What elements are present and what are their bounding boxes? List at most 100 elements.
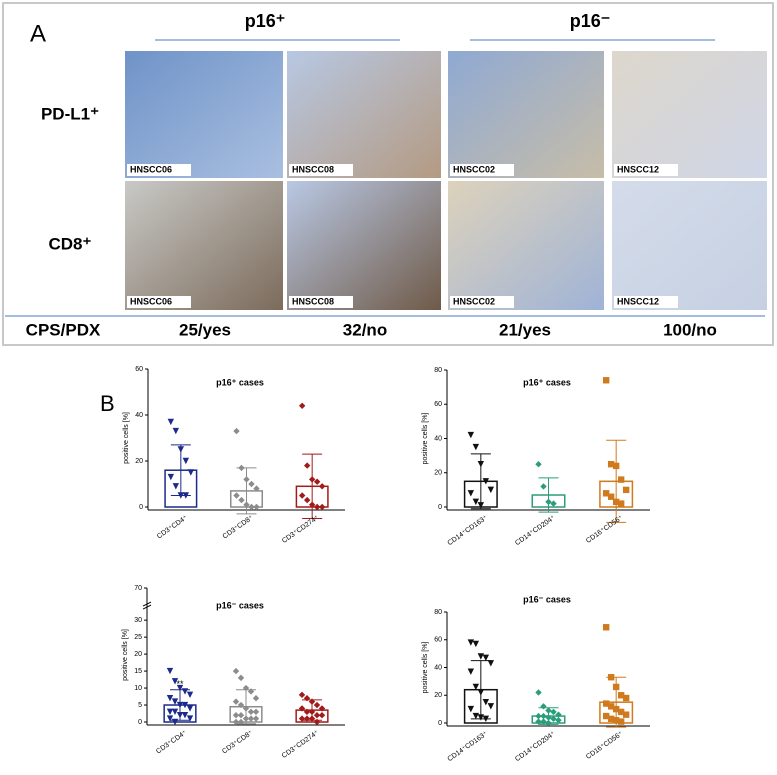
x-tick-label: CD14⁺CD163⁺	[446, 514, 489, 547]
image-label-box	[127, 296, 191, 308]
chart-title: p16⁺ cases	[216, 377, 264, 387]
image-label: HNSCC08	[292, 296, 334, 306]
y-tick-label: 60	[434, 401, 442, 408]
data-point	[535, 689, 542, 696]
data-point	[232, 718, 240, 726]
data-point	[535, 712, 542, 720]
data-point	[313, 712, 321, 719]
image-label: HNSCC12	[617, 164, 659, 174]
data-point	[298, 715, 306, 722]
data-point	[622, 694, 630, 702]
data-point	[171, 718, 179, 726]
data-point	[622, 711, 630, 718]
x-tick-label: CD3⁺CD274⁺	[281, 729, 321, 760]
data-point	[545, 714, 552, 721]
data-point	[612, 683, 620, 691]
data-point	[607, 715, 615, 723]
data-point	[550, 715, 557, 723]
data-point	[166, 715, 174, 722]
y-tick-label: 20	[434, 470, 442, 477]
y-tick-label: 0	[438, 504, 442, 511]
data-point	[313, 701, 321, 709]
data-point	[482, 715, 490, 723]
data-point	[308, 708, 316, 716]
micrograph	[125, 181, 283, 310]
chart-title: p16⁻ cases	[523, 594, 571, 604]
error-bar	[606, 439, 627, 523]
data-point	[467, 490, 475, 497]
y-tick-label: 20	[134, 651, 142, 658]
data-point	[171, 678, 179, 685]
y-axis-label: positive cells [%]	[122, 629, 129, 681]
image-label: HNSCC02	[453, 164, 495, 174]
panel-label: A	[30, 20, 46, 47]
data-point	[612, 705, 620, 713]
image-label: HNSCC06	[130, 164, 172, 174]
data-point	[166, 708, 174, 716]
data-point	[248, 480, 255, 488]
data-point	[602, 377, 610, 384]
data-point	[318, 503, 326, 511]
y-tick-label: 15	[134, 668, 142, 675]
data-point	[535, 718, 542, 725]
data-point	[472, 443, 480, 451]
data-point	[477, 653, 485, 660]
data-point	[238, 496, 245, 504]
y-tick-label: 80	[434, 609, 442, 616]
data-point	[602, 712, 610, 720]
data-point	[247, 708, 255, 716]
data-point	[176, 701, 184, 709]
footer-value: 32/no	[343, 320, 387, 339]
y-tick-label: 0	[139, 504, 143, 511]
data-point	[612, 498, 620, 506]
data-point	[467, 668, 475, 675]
column-header: p16⁺	[245, 11, 286, 31]
data-point	[477, 502, 485, 509]
micrograph	[287, 51, 441, 178]
data-point	[617, 476, 625, 483]
data-point	[602, 700, 610, 707]
data-point	[253, 503, 260, 511]
data-point	[313, 718, 321, 726]
data-point	[540, 712, 547, 720]
data-point	[303, 715, 311, 722]
data-point	[540, 703, 547, 710]
data-point	[172, 427, 180, 435]
y-tick-label: 20	[434, 692, 442, 699]
data-point	[242, 705, 250, 712]
data-point	[467, 639, 475, 646]
data-point	[177, 446, 185, 453]
row-label: CD8⁺	[49, 234, 92, 253]
y-tick-label: 40	[434, 435, 442, 442]
data-point	[243, 501, 250, 508]
row-label: PD-L1⁺	[41, 104, 99, 123]
data-point	[187, 469, 195, 476]
data-point	[243, 476, 250, 483]
x-tick-label: CD3⁺CD8⁺	[221, 729, 254, 755]
data-point	[545, 707, 552, 714]
axis-break	[142, 601, 152, 610]
data-point	[167, 473, 175, 481]
data-point	[308, 476, 316, 483]
data-point	[248, 503, 255, 511]
data-point	[186, 705, 194, 712]
data-point	[166, 667, 174, 675]
data-point	[172, 483, 180, 490]
data-point	[535, 460, 542, 468]
data-point	[467, 705, 475, 713]
data-point	[617, 500, 625, 507]
data-point	[487, 486, 495, 494]
data-point	[252, 715, 260, 722]
y-tick-label: 0	[438, 720, 442, 727]
data-point	[298, 492, 306, 499]
micrograph	[125, 51, 283, 178]
data-point	[232, 698, 240, 705]
y-tick-label: 40	[135, 412, 143, 419]
image-label-box	[289, 296, 353, 308]
chart-title: p16⁺ cases	[523, 377, 571, 387]
data-point	[252, 708, 260, 716]
data-point	[617, 718, 625, 725]
error-bar	[538, 477, 559, 513]
x-tick-label: CD3⁺CD8⁺	[222, 514, 255, 540]
